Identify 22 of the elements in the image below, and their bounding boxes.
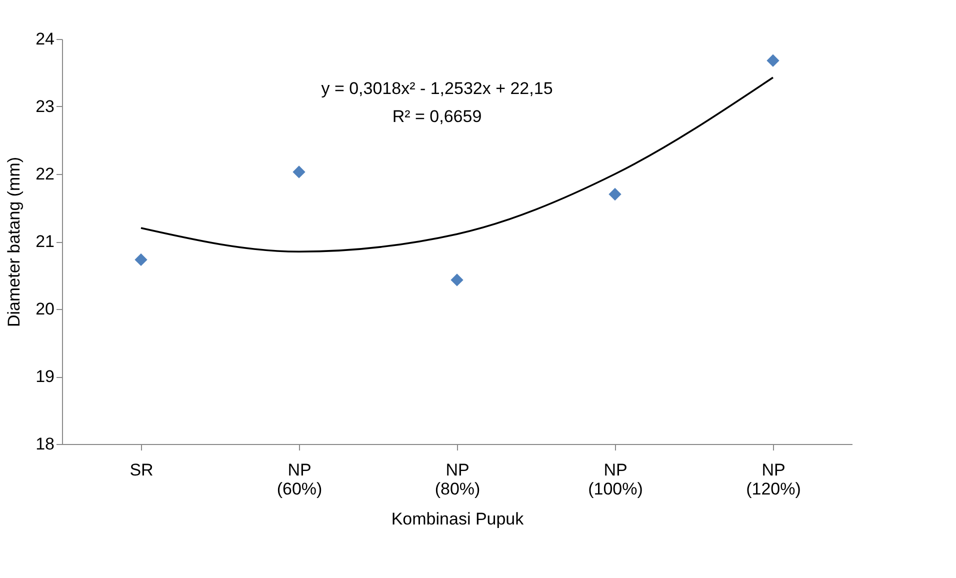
y-tick-label: 23 (36, 97, 54, 116)
y-axis-title: Diameter batang (mm) (4, 156, 24, 328)
x-tick-label: SR (130, 460, 154, 480)
y-tick-label: 21 (36, 232, 54, 251)
point (292, 166, 306, 178)
line-series (140, 76, 774, 253)
annotation: R² = 0,6659 (392, 107, 482, 126)
annotation: y = 0,3018x² - 1,2532x + 22,15 (321, 79, 553, 98)
x-axis-title: Kombinasi Pupuk (391, 510, 524, 528)
point (134, 253, 148, 266)
x-tick-label: NP (120%) (746, 460, 801, 498)
y-tick-label: 24 (36, 30, 54, 48)
point (766, 54, 780, 67)
y-tick-label: 22 (36, 164, 54, 184)
y-tick-label: 18 (36, 434, 54, 454)
x-tick-label: NP (80%) (434, 460, 480, 498)
x-tick-label: NP (60%) (276, 460, 322, 498)
point (608, 188, 622, 201)
y-tick-label: 20 (36, 300, 54, 318)
x-tick-label: NP (100%) (588, 460, 643, 498)
point (450, 274, 464, 286)
y-tick-label: 19 (36, 367, 54, 386)
